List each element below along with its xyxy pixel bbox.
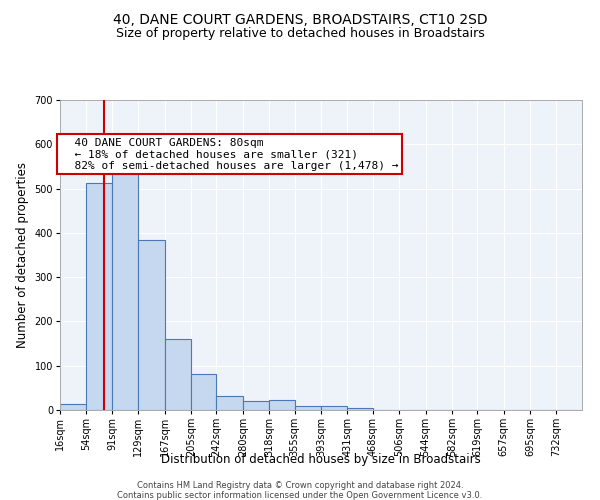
Bar bbox=[164, 339, 191, 410]
Text: Contains HM Land Registry data © Crown copyright and database right 2024.: Contains HM Land Registry data © Crown c… bbox=[137, 481, 463, 490]
Bar bbox=[191, 374, 217, 410]
Bar bbox=[86, 184, 112, 410]
Bar bbox=[60, 404, 86, 410]
Bar bbox=[321, 406, 347, 410]
Text: 40 DANE COURT GARDENS: 80sqm
  ← 18% of detached houses are smaller (321)
  82% : 40 DANE COURT GARDENS: 80sqm ← 18% of de… bbox=[61, 138, 398, 171]
Y-axis label: Number of detached properties: Number of detached properties bbox=[16, 162, 29, 348]
Text: Distribution of detached houses by size in Broadstairs: Distribution of detached houses by size … bbox=[161, 452, 481, 466]
Bar bbox=[243, 401, 269, 410]
Text: Contains public sector information licensed under the Open Government Licence v3: Contains public sector information licen… bbox=[118, 491, 482, 500]
Text: 40, DANE COURT GARDENS, BROADSTAIRS, CT10 2SD: 40, DANE COURT GARDENS, BROADSTAIRS, CT1… bbox=[113, 12, 487, 26]
Bar bbox=[217, 396, 243, 410]
Bar bbox=[112, 158, 138, 410]
Bar bbox=[269, 400, 295, 410]
Bar bbox=[347, 408, 373, 410]
Bar bbox=[295, 406, 321, 410]
Bar bbox=[138, 240, 164, 410]
Text: Size of property relative to detached houses in Broadstairs: Size of property relative to detached ho… bbox=[116, 28, 484, 40]
